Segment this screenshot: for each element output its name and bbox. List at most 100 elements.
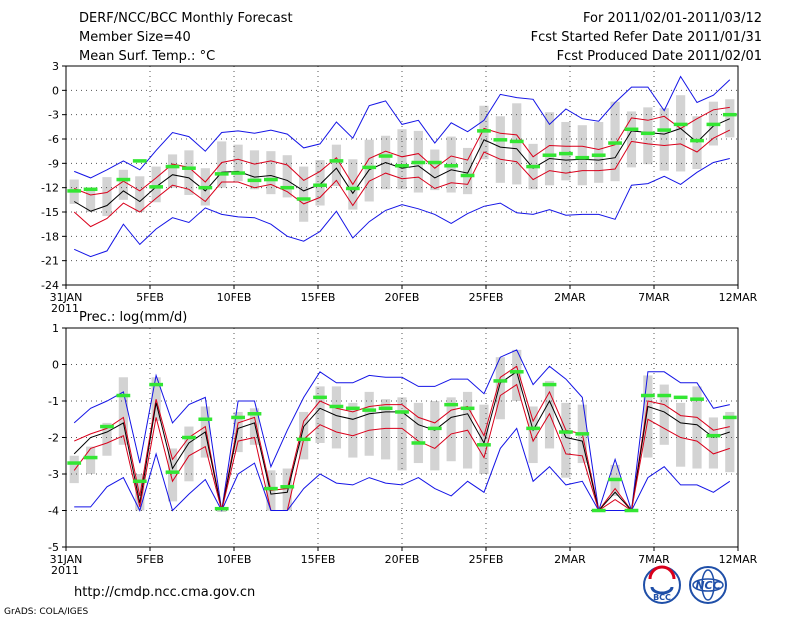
header-variable: Mean Surf. Temp.: °C: [79, 49, 215, 64]
prec-spread-bar: [413, 402, 423, 464]
temp-spread-bar: [512, 103, 522, 185]
temp-y-tick-label: -6: [48, 133, 59, 146]
footer-url: http://cmdp.ncc.cma.gov.cn: [74, 585, 255, 600]
temp-y-tick-label: -15: [41, 206, 59, 219]
prec-spread-bar: [676, 402, 686, 467]
temp-x-tick-label: 10FEB: [217, 291, 252, 304]
prec-spread-bar: [512, 349, 522, 401]
prec-spread-bar: [69, 455, 79, 484]
temp-spread-bar: [594, 121, 604, 183]
temp-y-tick-label: -9: [48, 157, 59, 170]
temp-spread-bar: [266, 151, 276, 195]
footer-credit: GrADS: COLA/IGES: [4, 607, 88, 617]
temp-spread-bar: [85, 189, 96, 212]
prec-ensemble-plus-std-line: [73, 365, 730, 512]
temp-spread-bar: [397, 129, 407, 190]
temp-y-tick-label: 0: [52, 84, 59, 97]
prec-spread-bar: [381, 399, 391, 460]
temp-ensemble-minus-std-line: [73, 129, 731, 228]
temp-spread-bar: [118, 169, 128, 200]
temp-spread-bar: [331, 144, 342, 187]
prec-spread-bar: [282, 468, 292, 511]
prec-x-tick-label: 7MAR: [638, 553, 670, 566]
temp-y-tick-label: -18: [41, 230, 59, 243]
temp-x-tick-label: 7MAR: [638, 291, 670, 304]
temp-x-tick-label: 31JAN: [50, 291, 83, 304]
bcc-logo-arc-blue: [650, 586, 674, 595]
temp-frame: [65, 65, 739, 286]
temp-spread-bar: [151, 166, 161, 203]
prec-spread-bar: [446, 397, 456, 462]
prec-spread-bar: [643, 375, 653, 458]
prec-spread-bar: [479, 404, 489, 474]
prec-ensemble-minus-std-line: [73, 383, 730, 512]
temp-y-tick-label: -3: [48, 109, 59, 122]
prec-spread-bar: [430, 401, 440, 471]
prec-ensemble-min-line: [74, 427, 731, 512]
temp-spread-bar: [167, 154, 178, 188]
ncc-logo-text: NCC: [695, 579, 720, 592]
bcc-logo-arc-red: [648, 565, 676, 580]
precip-panel-label: Prec.: log(mm/d): [79, 310, 187, 325]
bcc-logo-text: BCC: [653, 593, 671, 602]
temp-spread-bar: [561, 121, 571, 181]
prec-x-year-label: 2011: [51, 564, 79, 577]
prec-x-tick-label: 31JAN: [50, 553, 83, 566]
header-period: For 2011/02/01-2011/03/12: [583, 11, 762, 26]
prec-spread-bar: [659, 384, 669, 445]
temp-spread-bar: [725, 99, 735, 138]
prec-x-tick-label: 20FEB: [385, 553, 420, 566]
temp-y-tick-label: 3: [52, 60, 59, 73]
temp-spread-bar: [233, 144, 243, 182]
header-produced-date: Fcst Produced Date 2011/02/01: [557, 49, 762, 64]
temp-spread-bar: [577, 125, 587, 186]
temp-y-tick-label: -21: [41, 255, 59, 268]
temp-y-tick-label: -24: [41, 279, 59, 292]
prec-y-tick-label: 1: [52, 322, 59, 335]
temp-spread-bar: [544, 112, 555, 186]
temp-ensemble-max-line: [74, 75, 731, 179]
temp-ensemble-min-line: [73, 158, 730, 258]
prec-spread-bar: [299, 411, 309, 460]
header-member-size: Member Size=40: [79, 30, 191, 45]
prec-spread-bar: [708, 417, 719, 469]
prec-y-tick-label: -1: [48, 395, 59, 408]
temp-spread-bar: [430, 149, 440, 191]
prec-y-tick-label: -5: [48, 541, 59, 554]
prec-y-tick-label: -3: [48, 468, 59, 481]
prec-spread-bar: [561, 402, 571, 478]
temp-spread-bar: [659, 108, 669, 171]
temp-y-tick-label: -12: [41, 182, 59, 195]
ncc-logo: NCC: [689, 566, 727, 604]
prec-x-tick-label: 2MAR: [554, 553, 586, 566]
temp-spread-bar: [315, 160, 325, 206]
prec-ensemble-max-line: [73, 349, 730, 511]
prec-spread-bar: [331, 386, 342, 449]
temp-ensemble-mean-line: [73, 118, 731, 212]
temp-x-tick-label: 20FEB: [385, 291, 420, 304]
prec-frame: [65, 327, 739, 548]
temp-ensemble-plus-std-line: [74, 106, 730, 196]
temp-spread-bar: [462, 147, 473, 195]
prec-spread-bar: [184, 426, 194, 482]
temp-x-tick-label: 5FEB: [136, 291, 164, 304]
temp-spread-bar: [249, 150, 260, 190]
temp-x-tick-label: 2MAR: [554, 291, 586, 304]
prec-spread-bar: [495, 357, 505, 420]
temp-spread-bar: [299, 166, 309, 222]
prec-spread-bar: [725, 411, 735, 473]
prec-x-tick-label: 15FEB: [301, 553, 336, 566]
header-start-date: Fcst Started Refer Date 2011/01/31: [531, 30, 762, 45]
temp-x-tick-label: 25FEB: [469, 291, 504, 304]
temp-x-tick-label: 15FEB: [301, 291, 336, 304]
temp-x-year-label: 2011: [51, 302, 79, 315]
temp-spread-bar: [135, 176, 145, 212]
prec-x-tick-label: 25FEB: [469, 553, 504, 566]
prec-spread-bar: [102, 422, 112, 456]
prec-spread-bar: [167, 448, 178, 502]
prec-x-tick-label: 10FEB: [217, 553, 252, 566]
prec-spread-bar: [528, 406, 538, 464]
temp-spread-bar: [643, 107, 653, 165]
